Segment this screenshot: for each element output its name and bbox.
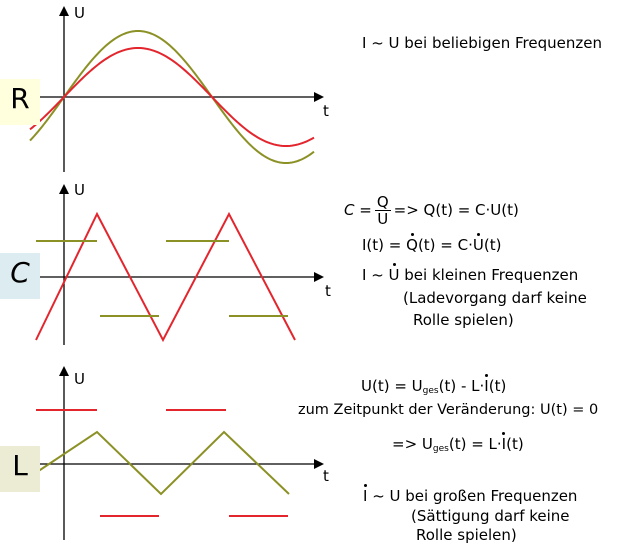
c-line3-part-b: bei kleinen Frequenzen (399, 266, 579, 284)
c-note-line-1: (Ladevorgang darf keine (403, 289, 587, 307)
l-relation-text: I ~ U bei großen Frequenzen (363, 484, 578, 505)
l-u-axis-arrow (59, 366, 69, 376)
l-eq1-part-c: (t) (488, 377, 507, 395)
fraction-denominator: U (377, 210, 389, 228)
r-u-axis-label: U (74, 4, 85, 22)
l-eq3-part-c: (t) (506, 435, 524, 453)
c-relation-text: I ~ U bei kleinen Frequenzen (362, 263, 579, 284)
c-equation-1: C = Q U => Q(t) = C·U(t) (344, 194, 519, 227)
r-u-axis-arrow (59, 6, 69, 16)
l-t-axis-arrow (314, 459, 324, 469)
r-t-axis-label: t (323, 102, 329, 120)
r-graph (29, 6, 324, 172)
c-eq2-part-c: (t) (483, 236, 502, 254)
r-tag: R (0, 79, 40, 125)
c-u-axis-arrow (59, 184, 69, 194)
c-eq1-rhs: => Q(t) = C·U(t) (393, 201, 519, 219)
c-graph (30, 184, 324, 345)
l-t-axis-label: t (323, 467, 329, 485)
i-dot-2: I (501, 432, 507, 453)
c-eq2-part-a: I(t) = (362, 236, 407, 254)
l-u-axis-label: U (74, 370, 85, 388)
r-voltage-curve (29, 29, 315, 165)
l-equation-2: => Uges(t) = L·I(t) (392, 432, 524, 458)
c-equation-2: I(t) = Q(t) = C·U(t) (362, 233, 502, 254)
l-equation-1: U(t) = Uges(t) - L·I(t) (361, 374, 507, 400)
c-tag: C (0, 253, 40, 299)
c-voltage-triangle (35, 211, 296, 343)
u-dot-relation: U (388, 263, 400, 284)
r-current-curve (29, 46, 315, 148)
c-t-axis-label: t (325, 282, 331, 300)
c-u-axis-label: U (74, 181, 85, 199)
c-t-axis-arrow (314, 272, 324, 282)
l-eq3-part-a: => U (392, 435, 433, 453)
r-relation-text: I ~ U bei beliebigen Frequenzen (362, 34, 602, 52)
l-eq1-part-a: U(t) = U (361, 377, 423, 395)
l-current-triangle (33, 430, 290, 496)
u-dot: U (472, 233, 484, 254)
l-eq1-part-b: (t) - L· (438, 377, 485, 395)
q-dot: Q (406, 233, 418, 254)
l-condition-text: zum Zeitpunkt der Veränderung: U(t) = 0 (298, 402, 599, 418)
c-line3-part-a: I ~ (362, 266, 389, 284)
i-dot-relation: I (363, 484, 368, 505)
i-dot: I (484, 374, 489, 395)
l-note-line-2: Rolle spielen) (416, 526, 517, 544)
l-eq1-subscript: ges (422, 386, 439, 396)
l-eq3-subscript: ges (432, 444, 449, 454)
c-eq2-part-b: (t) = C· (417, 236, 473, 254)
r-t-axis-arrow (314, 92, 324, 102)
l-graph (30, 366, 324, 540)
l-line4-part-b: ~ U bei großen Frequenzen (367, 487, 578, 505)
c-note-line-2: Rolle spielen) (413, 311, 514, 329)
l-note-line-1: (Sättigung darf keine (411, 507, 570, 525)
l-tag: L (0, 446, 40, 492)
l-eq3-part-b: (t) = L· (448, 435, 502, 453)
fraction-numerator: Q (374, 193, 391, 211)
c-eq1-lhs: C = (344, 201, 372, 219)
